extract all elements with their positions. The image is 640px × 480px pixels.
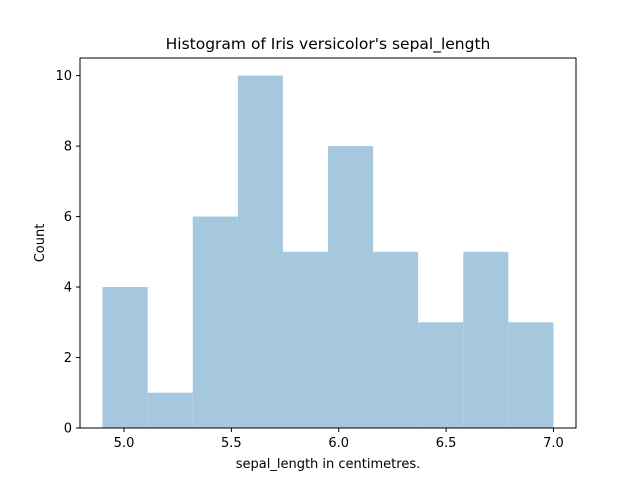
x-tick-label: 5.5 bbox=[221, 436, 242, 451]
histogram-bar bbox=[373, 251, 419, 428]
histogram-bar bbox=[147, 392, 193, 428]
y-tick-label: 10 bbox=[55, 69, 72, 84]
histogram-bar bbox=[192, 216, 238, 428]
y-tick-label: 6 bbox=[64, 210, 72, 225]
y-tick-label: 4 bbox=[64, 281, 72, 296]
histogram-bar bbox=[237, 75, 283, 428]
x-tick-label: 6.5 bbox=[436, 436, 457, 451]
x-axis-label: sepal_length in centimetres. bbox=[236, 457, 420, 472]
histogram-bar bbox=[328, 146, 374, 428]
histogram-bar bbox=[282, 251, 328, 428]
histogram-bar bbox=[102, 287, 148, 428]
y-tick-label: 2 bbox=[64, 351, 72, 366]
plot-frame bbox=[79, 57, 577, 429]
y-tick-label: 0 bbox=[64, 422, 72, 437]
y-axis-ticks: 0 2 4 6 8 10 bbox=[55, 69, 80, 437]
histogram-bar bbox=[463, 251, 509, 428]
histogram-bar bbox=[418, 322, 464, 428]
y-tick-label: 8 bbox=[64, 140, 72, 155]
x-tick-label: 7.0 bbox=[543, 436, 564, 451]
x-tick-label: 6.0 bbox=[328, 436, 349, 451]
x-tick-label: 5.0 bbox=[114, 436, 135, 451]
chart-title: Histogram of Iris versicolor's sepal_len… bbox=[166, 35, 491, 54]
bars-group bbox=[102, 75, 554, 428]
y-axis-label: Count bbox=[33, 224, 48, 263]
histogram-bar bbox=[508, 322, 554, 428]
x-axis-ticks: 5.0 5.5 6.0 6.5 7.0 bbox=[114, 428, 564, 451]
